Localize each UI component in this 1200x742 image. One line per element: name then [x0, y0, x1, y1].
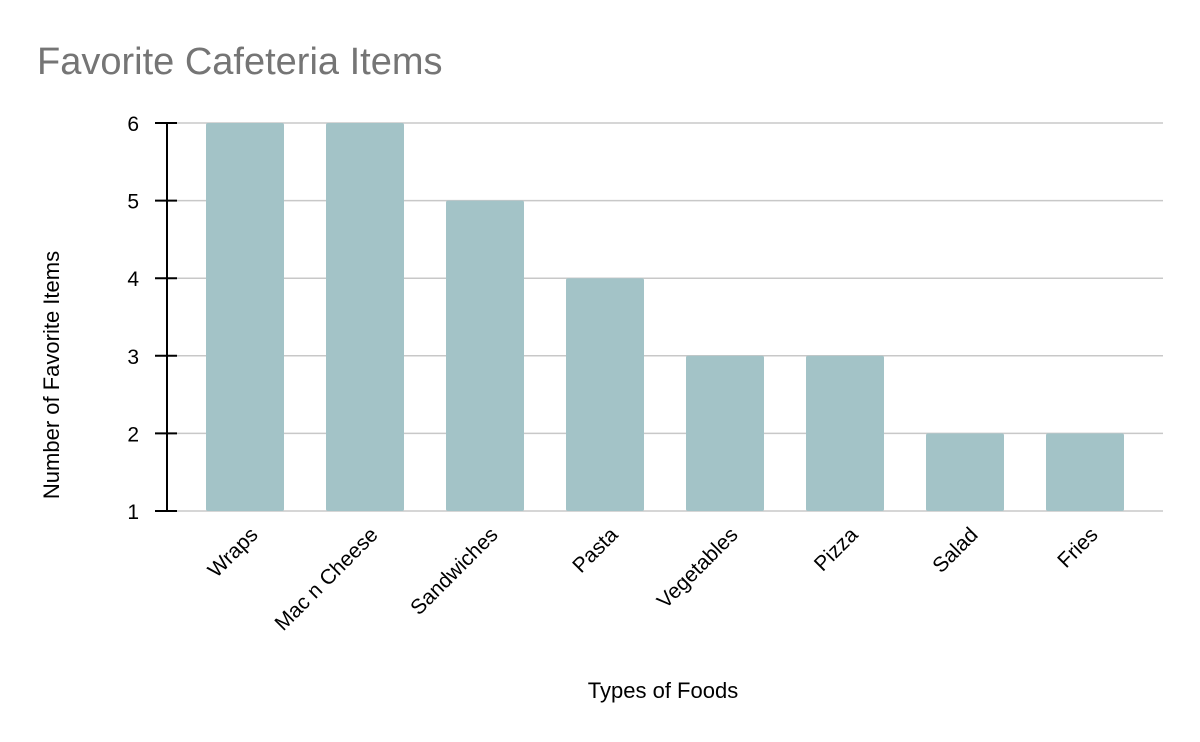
- y-tick-label: 5: [127, 191, 139, 214]
- y-tick-label: 2: [127, 423, 139, 446]
- x-tick-label: Vegetables: [653, 523, 743, 613]
- y-tick-label: 6: [127, 113, 139, 136]
- gridlines: [163, 122, 1163, 512]
- x-tick-label: Pasta: [568, 523, 622, 577]
- bar-fries: [1046, 433, 1124, 511]
- y-axis-title: Number of Favorite Items: [39, 251, 64, 499]
- x-tick-label: Fries: [1053, 523, 1102, 572]
- y-tick-label: 1: [127, 501, 139, 524]
- bar-sandwiches: [446, 200, 524, 511]
- x-tick-label: Wraps: [204, 523, 263, 582]
- bar-salad: [926, 433, 1004, 511]
- bar-vegetables: [686, 355, 764, 511]
- bar-pasta: [566, 278, 644, 511]
- chart-title: Favorite Cafeteria Items: [37, 41, 442, 83]
- x-category-labels: Wraps Mac n Cheese Sandwiches Pasta Vegetabl…: [204, 523, 1103, 635]
- x-tick-label: Mac n Cheese: [271, 523, 383, 635]
- bars: [206, 123, 1124, 511]
- bar-pizza: [806, 355, 884, 511]
- bar-wraps: [206, 123, 284, 511]
- y-axis: [155, 122, 177, 512]
- y-tick-label: 3: [127, 346, 139, 369]
- x-tick-label: Sandwiches: [406, 523, 502, 619]
- x-tick-label: Salad: [928, 523, 982, 577]
- x-axis-title: Types of Foods: [588, 678, 738, 703]
- x-tick-label: Pizza: [810, 523, 863, 576]
- y-tick-labels: 1 2 3 4 5 6: [127, 113, 139, 524]
- y-tick-label: 4: [127, 268, 139, 291]
- bar-mac-n-cheese: [326, 123, 404, 511]
